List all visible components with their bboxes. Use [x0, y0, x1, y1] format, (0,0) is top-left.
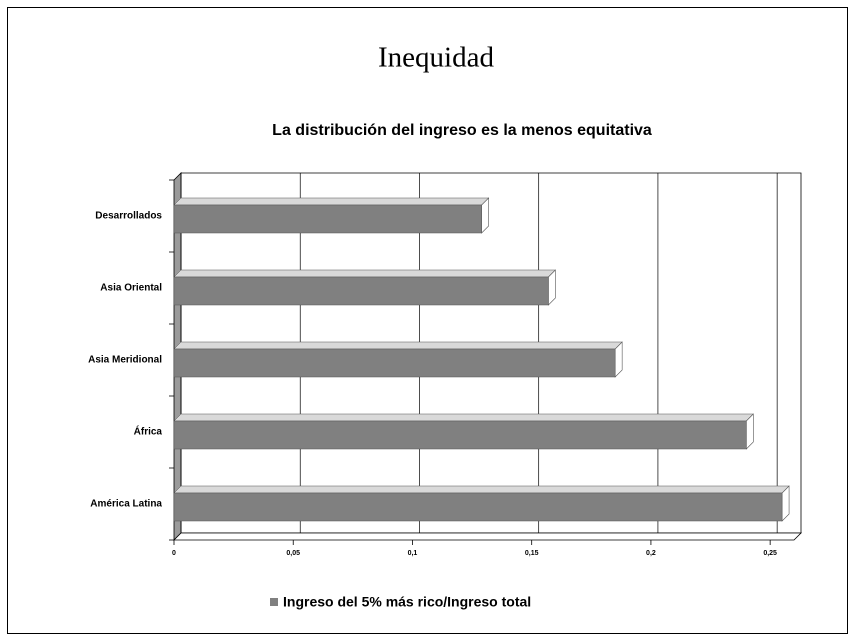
chart-title: La distribución del ingreso es la menos …: [272, 122, 652, 139]
bar-front: [173, 348, 616, 378]
bar: [173, 341, 623, 378]
bar: [173, 413, 754, 450]
y-tick-label: América Latina: [90, 499, 162, 510]
bar-top: [173, 197, 490, 206]
legend-swatch: [270, 598, 278, 606]
x-tick-label: 0,15: [525, 550, 539, 557]
bar: [173, 197, 490, 234]
floor: [173, 532, 802, 541]
bar-front: [173, 204, 482, 234]
legend-label: Ingreso del 5% más rico/Ingreso total: [283, 594, 531, 610]
bar-top: [173, 269, 556, 278]
bar-top: [173, 485, 790, 494]
bar-front: [173, 492, 783, 522]
bar: [173, 269, 556, 306]
y-tick-label: África: [134, 425, 163, 438]
x-tick-label: 0,1: [408, 550, 418, 557]
y-tick-label: Asia Meridional: [88, 355, 162, 366]
slide-title: Inequidad: [378, 42, 494, 74]
bar-front: [173, 276, 549, 306]
x-tick-label: 0,25: [763, 550, 777, 557]
bar: [173, 485, 790, 522]
x-tick-label: 0: [172, 550, 176, 557]
y-tick-label: Asia Oriental: [100, 283, 162, 294]
x-tick-label: 0,05: [286, 550, 300, 557]
x-tick-label: 0,2: [646, 550, 656, 557]
y-tick-label: Desarrollados: [95, 211, 162, 222]
bar-top: [173, 413, 754, 422]
bar-front: [173, 420, 747, 450]
bar-top: [173, 341, 623, 350]
